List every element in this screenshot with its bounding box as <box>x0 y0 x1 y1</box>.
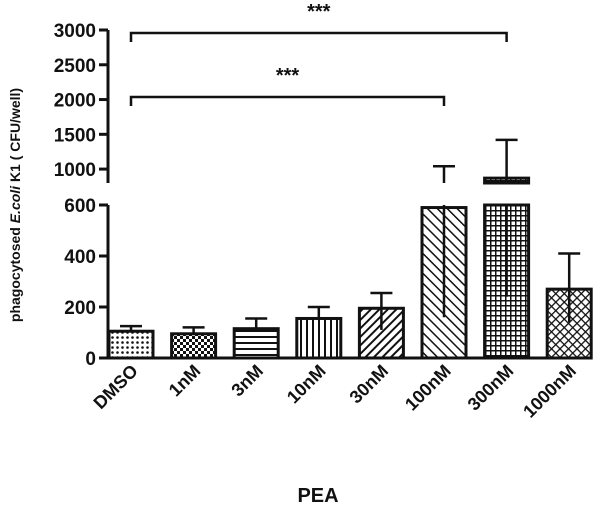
y-axis-title: phagocytosed E.coli K1 ( CFU/well) <box>7 88 23 322</box>
y-axis-title-part3: K1 ( CFU/well) <box>7 88 23 186</box>
bar-10nM <box>295 316 343 360</box>
bar-DMSO <box>107 329 155 360</box>
x-tick-label-300nM: 300nM <box>464 361 518 415</box>
significance-label-0: *** <box>307 1 331 23</box>
x-axis-title: PEA <box>297 485 338 507</box>
x-tick-label-10nM: 10nM <box>283 361 330 408</box>
x-tick-label-3nM: 3nM <box>227 361 267 401</box>
y-tick-200-label: 200 <box>64 298 96 319</box>
y-tick-600-label: 600 <box>64 196 96 217</box>
axis-break-gap <box>106 183 586 205</box>
bars <box>107 176 593 360</box>
x-tick-label-30nM: 30nM <box>346 361 393 408</box>
y-tick-400-label: 400 <box>64 247 96 268</box>
y-tick-1500-label: 1500 <box>54 125 96 146</box>
significance-label-1: *** <box>276 65 300 87</box>
y-tick-1000-label: 1000 <box>54 160 96 181</box>
error-bars <box>120 138 581 334</box>
y-tick-3000-label: 3000 <box>54 21 96 42</box>
y-axis-title-part2: E.coli <box>7 185 23 223</box>
x-tick-label-DMSO: DMSO <box>90 361 142 413</box>
significance-bracket-0 <box>129 31 508 42</box>
y-tick-2500-label: 2500 <box>54 56 96 77</box>
y-axis-title-part1: phagocytosed <box>7 223 23 322</box>
x-tick-label-100nM: 100nM <box>401 361 455 415</box>
significance-brackets: *** *** <box>129 1 508 106</box>
x-tick-label-1nM: 1nM <box>165 361 205 401</box>
significance-bracket-1 <box>129 95 446 106</box>
x-tick-label-1000nM: 1000nM <box>519 361 580 422</box>
y-tick-2000-label: 2000 <box>54 91 96 112</box>
bar-3nM <box>232 327 280 360</box>
bar-1nM <box>170 332 218 360</box>
y-tick-0-label: 0 <box>85 349 96 370</box>
